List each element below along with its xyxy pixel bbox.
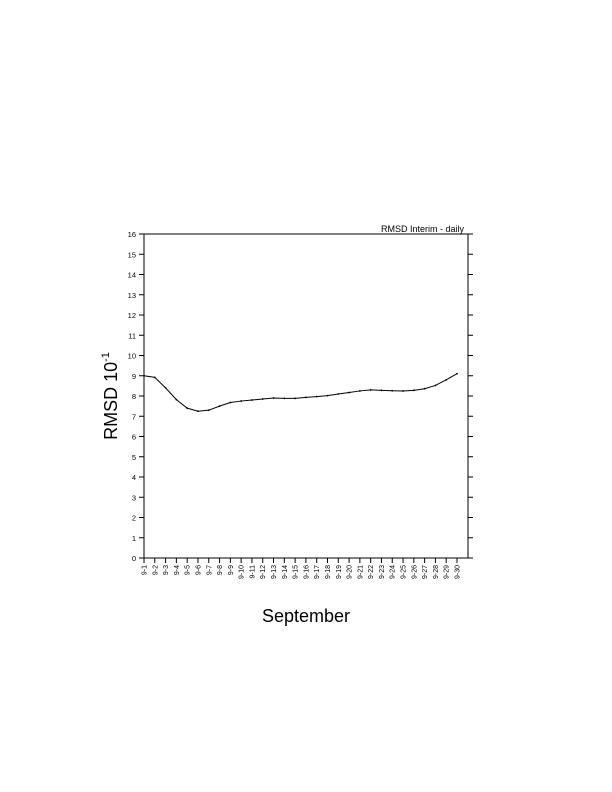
x-tick-label: 9-15 <box>293 565 300 579</box>
chart-title: RMSD Interim - daily <box>381 224 465 234</box>
x-tick-label: 9-29 <box>444 565 451 579</box>
data-point <box>326 394 329 397</box>
data-point <box>402 390 404 392</box>
y-tick-label: 4 <box>132 473 136 482</box>
data-point <box>358 390 361 392</box>
data-point <box>337 393 340 395</box>
y-tick-label: 8 <box>132 392 136 401</box>
x-tick-label: 9-30 <box>455 565 462 579</box>
y-tick-label: 10 <box>128 352 136 361</box>
x-tick-label: 9-14 <box>282 565 289 579</box>
plot-frame <box>143 233 469 559</box>
data-point <box>412 389 415 392</box>
y-tick-label: 3 <box>132 493 136 502</box>
data-point <box>207 409 210 412</box>
x-tick-label: 9-5 <box>185 565 192 575</box>
y-tick-label: 7 <box>132 412 136 421</box>
data-point <box>348 391 350 394</box>
y-tick-label: 13 <box>128 291 136 300</box>
data-point <box>391 389 394 392</box>
x-tick-label: 9-22 <box>368 565 375 579</box>
x-tick-label: 9-28 <box>433 565 440 579</box>
y-axis-label-text: RMSD 10 <box>101 362 121 440</box>
data-point <box>304 396 307 399</box>
data-point <box>380 389 383 392</box>
data-point <box>186 407 189 410</box>
x-tick-label: 9-21 <box>357 565 364 579</box>
x-tick-label: 9-2 <box>152 565 159 575</box>
x-axis-label: September <box>262 606 350 626</box>
y-tick-label: 14 <box>128 271 136 280</box>
x-tick-label: 9-27 <box>422 565 429 579</box>
y-tick-label: 2 <box>132 514 136 523</box>
data-point <box>434 384 437 387</box>
data-point <box>218 405 221 408</box>
data-point <box>369 389 372 391</box>
data-point <box>153 376 156 379</box>
data-point <box>240 400 243 402</box>
y-tick-label: 0 <box>132 554 136 563</box>
data-point <box>294 397 297 400</box>
x-tick-label: 9-3 <box>163 565 170 575</box>
data-point <box>272 397 275 399</box>
y-tick-label: 1 <box>132 534 136 543</box>
y-tick-label: 9 <box>132 372 136 381</box>
data-point <box>283 397 286 400</box>
data-point <box>315 395 318 398</box>
x-tick-label: 9-20 <box>347 565 354 579</box>
y-tick-label: 16 <box>128 230 136 239</box>
data-point <box>143 374 145 377</box>
x-tick-label: 9-9 <box>228 565 235 575</box>
x-tick-label: 9-26 <box>411 565 418 579</box>
data-point <box>445 378 448 381</box>
x-tick-label: 9-17 <box>314 565 321 579</box>
x-tick-label: 9-4 <box>174 565 181 575</box>
data-point <box>229 401 232 404</box>
x-tick-label: 9-13 <box>271 565 278 579</box>
y-axis-label: RMSD 10-1 <box>100 352 121 440</box>
data-point <box>251 399 253 401</box>
x-tick-label: 9-16 <box>303 565 310 579</box>
y-tick-label: 11 <box>128 331 136 340</box>
y-tick-label: 12 <box>128 311 136 320</box>
x-tick-label: 9-8 <box>217 565 224 575</box>
y-axis-label-exponent: -1 <box>100 352 112 362</box>
x-tick-label: 9-7 <box>206 565 213 575</box>
data-point <box>423 387 426 390</box>
x-tick-label: 9-18 <box>325 565 332 579</box>
x-tick-label: 9-12 <box>260 565 267 579</box>
data-point <box>164 387 167 389</box>
y-tick-label: 6 <box>132 433 136 442</box>
data-point <box>197 410 199 413</box>
x-tick-label: 9-23 <box>379 565 386 579</box>
data-point <box>261 398 264 400</box>
x-tick-label: 9-10 <box>239 565 246 579</box>
y-tick-label: 15 <box>128 250 136 259</box>
y-tick-label: 5 <box>132 453 136 462</box>
x-tick-label: 9-25 <box>401 565 408 579</box>
data-point <box>456 372 458 375</box>
x-tick-label: 9-19 <box>336 565 343 579</box>
x-tick-label: 9-24 <box>390 565 397 579</box>
x-tick-label: 9-6 <box>195 565 202 575</box>
x-tick-label: 9-1 <box>142 565 149 575</box>
series-line <box>143 373 458 412</box>
x-tick-label: 9-11 <box>249 565 256 579</box>
data-point <box>175 398 178 401</box>
